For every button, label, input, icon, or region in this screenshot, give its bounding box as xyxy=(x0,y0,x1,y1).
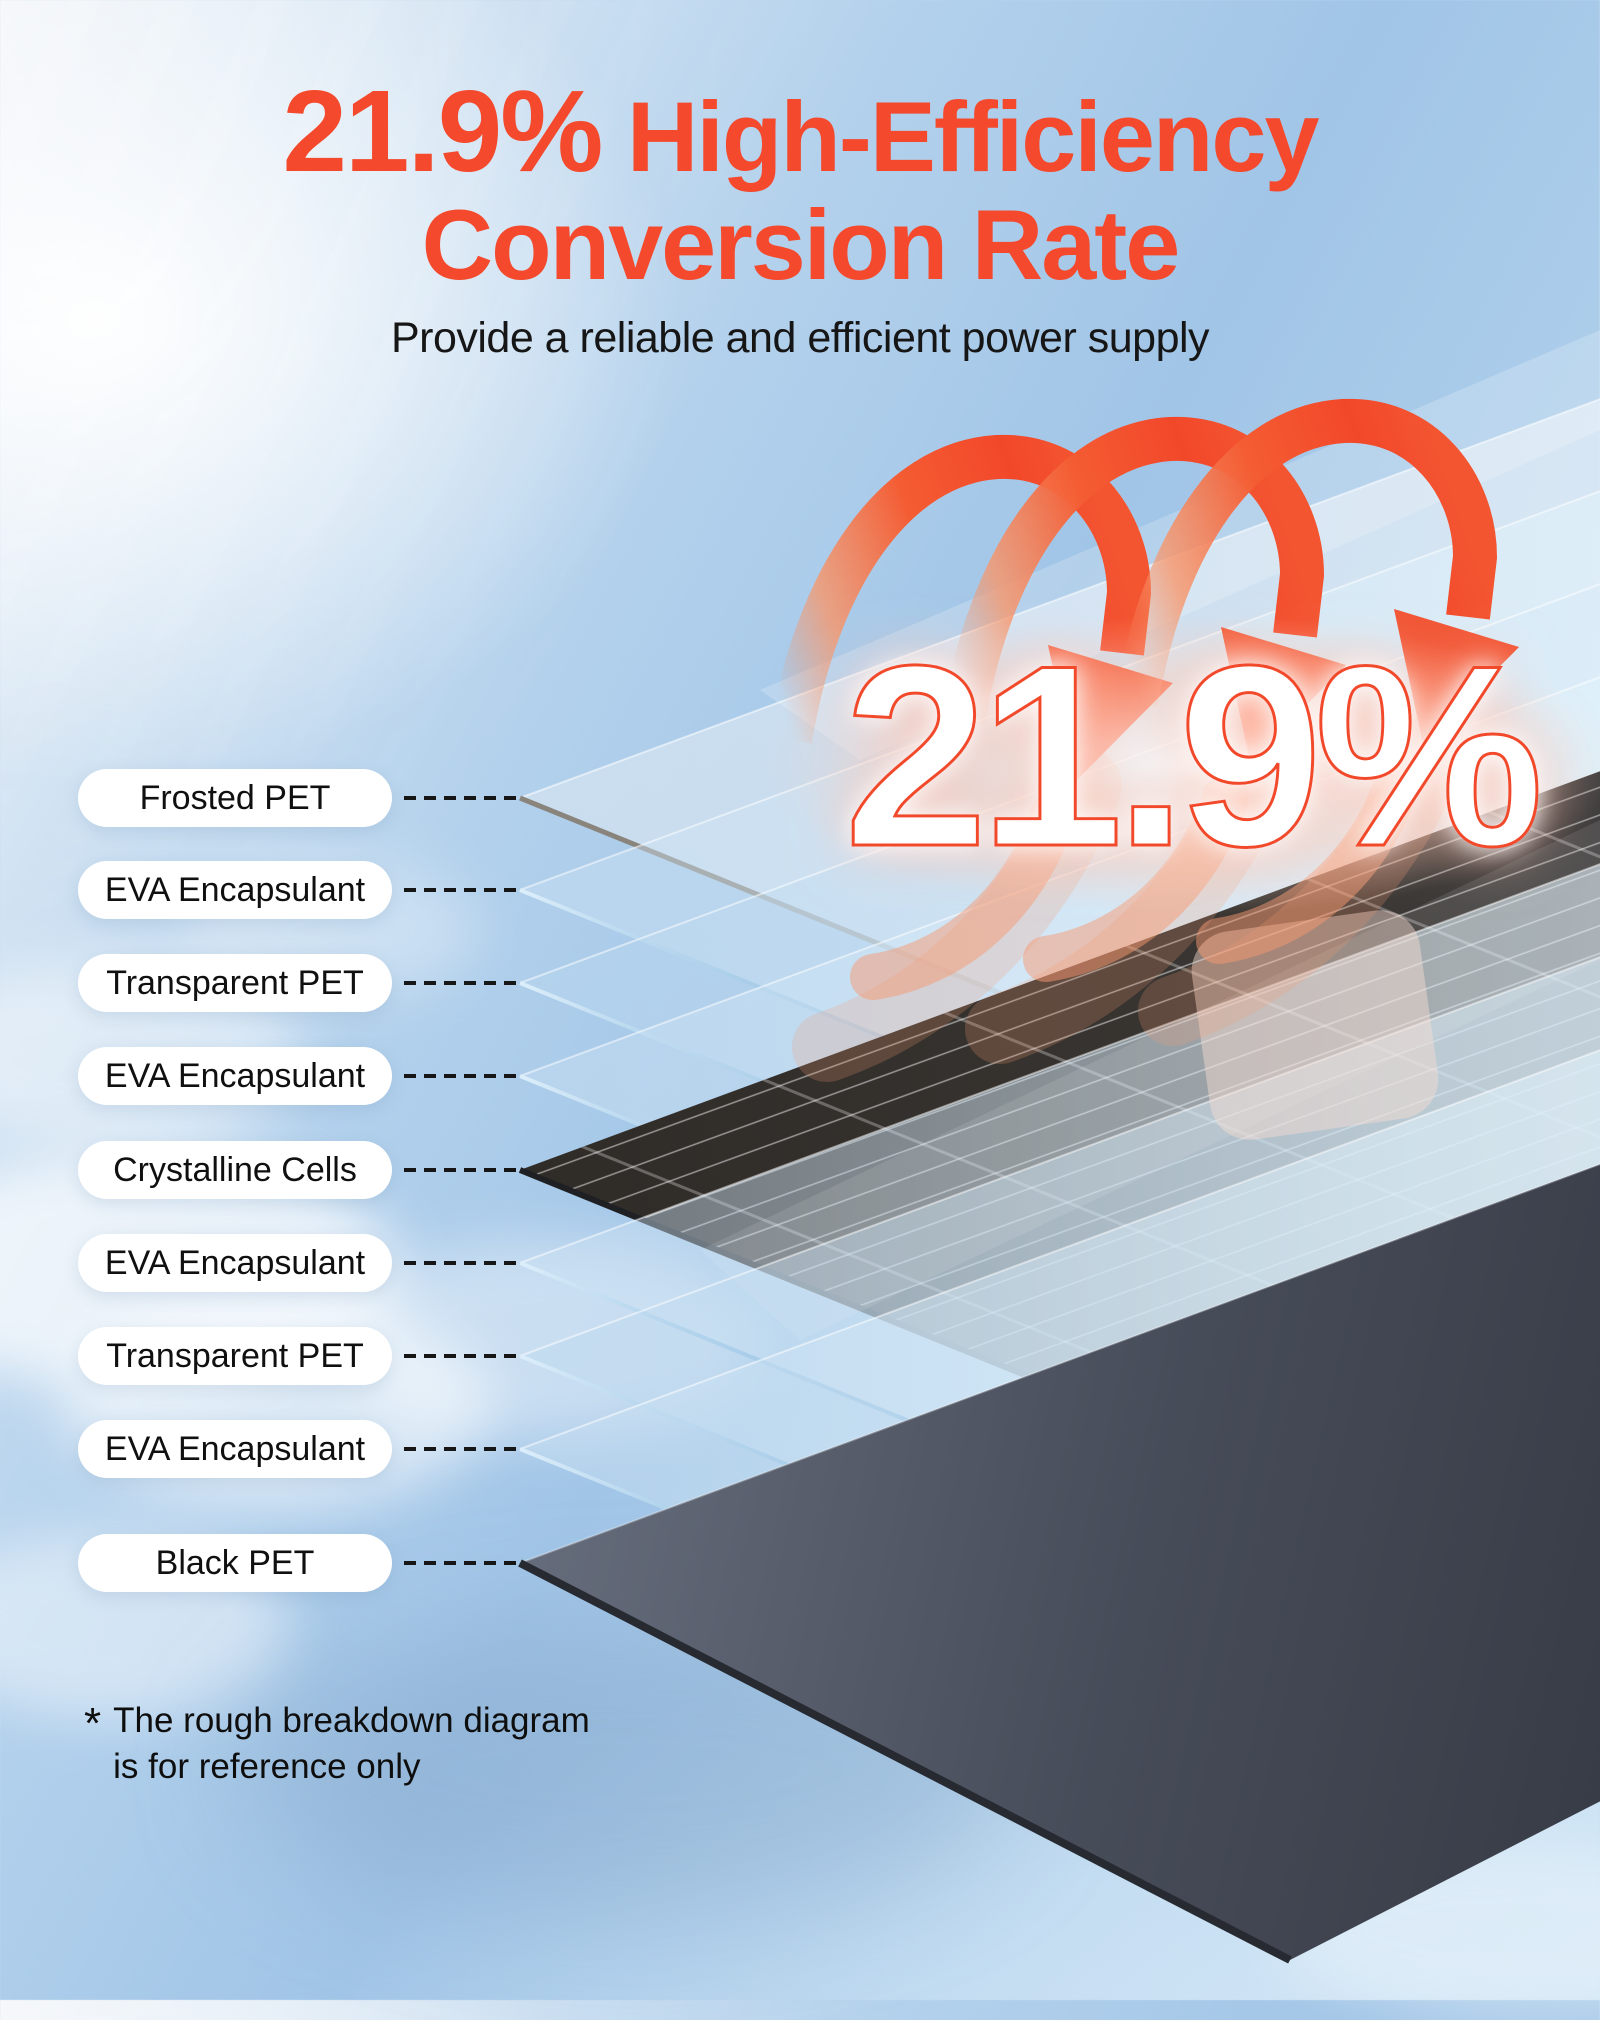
layer-row: EVA Encapsulant xyxy=(78,1047,518,1105)
layer-label-crystalline-cells: Crystalline Cells xyxy=(78,1141,392,1199)
connector-dashed-line xyxy=(404,796,518,800)
layer-label-eva-encapsulant-4: EVA Encapsulant xyxy=(78,1420,392,1478)
connector-dashed-line xyxy=(404,1261,518,1265)
footnote-line2: is for reference only xyxy=(113,1747,421,1787)
layer-label-transparent-pet-2: Transparent PET xyxy=(78,1327,392,1385)
layer-row: Black PET xyxy=(78,1534,518,1592)
layer-row: Transparent PET xyxy=(78,954,518,1012)
layer-row: EVA Encapsulant xyxy=(78,861,518,919)
connector-dashed-line xyxy=(404,1447,518,1451)
layer-label-transparent-pet-1: Transparent PET xyxy=(78,954,392,1012)
layer-row: Frosted PET xyxy=(78,769,518,827)
layer-label-frosted-pet: Frosted PET xyxy=(78,769,392,827)
page-subtitle: Provide a reliable and efficient power s… xyxy=(390,313,1210,362)
title-percent: 21.9% xyxy=(282,66,603,196)
layer-label-eva-encapsulant-1: EVA Encapsulant xyxy=(78,861,392,919)
connector-dashed-line xyxy=(404,1074,518,1078)
layer-label-eva-encapsulant-3: EVA Encapsulant xyxy=(78,1234,392,1292)
connector-dashed-line xyxy=(404,981,518,985)
asterisk-marker: * xyxy=(84,1699,102,1748)
title-line2: Conversion Rate xyxy=(421,188,1181,300)
header: 21.9% High-Efficiency Conversion Rate Pr… xyxy=(0,70,1600,363)
layer-row: Crystalline Cells xyxy=(78,1141,518,1199)
connector-dashed-line xyxy=(404,1561,518,1565)
footnote: * The rough breakdown diagram is for ref… xyxy=(84,1698,590,1790)
connector-dashed-line xyxy=(404,888,518,892)
title-rest: High-Efficiency xyxy=(601,81,1320,192)
layer-row: EVA Encapsulant xyxy=(78,1420,518,1478)
connector-dashed-line xyxy=(404,1354,518,1358)
layer-row: Transparent PET xyxy=(78,1327,518,1385)
big-percent-text: 21.9% xyxy=(844,611,1540,900)
sheet-black-pet xyxy=(518,1163,1600,1964)
light-streak xyxy=(700,820,1600,1340)
layer-row: EVA Encapsulant xyxy=(78,1234,518,1292)
connector-dashed-line xyxy=(404,1168,518,1172)
percent-glow xyxy=(760,615,1600,915)
layer-label-eva-encapsulant-2: EVA Encapsulant xyxy=(78,1047,392,1105)
layer-label-black-pet: Black PET xyxy=(78,1534,392,1592)
footnote-text: The rough breakdown diagram is for refer… xyxy=(113,1698,590,1790)
page-title: 21.9% High-Efficiency Conversion Rate xyxy=(0,70,1600,298)
footnote-line1: The rough breakdown diagram xyxy=(113,1701,590,1740)
